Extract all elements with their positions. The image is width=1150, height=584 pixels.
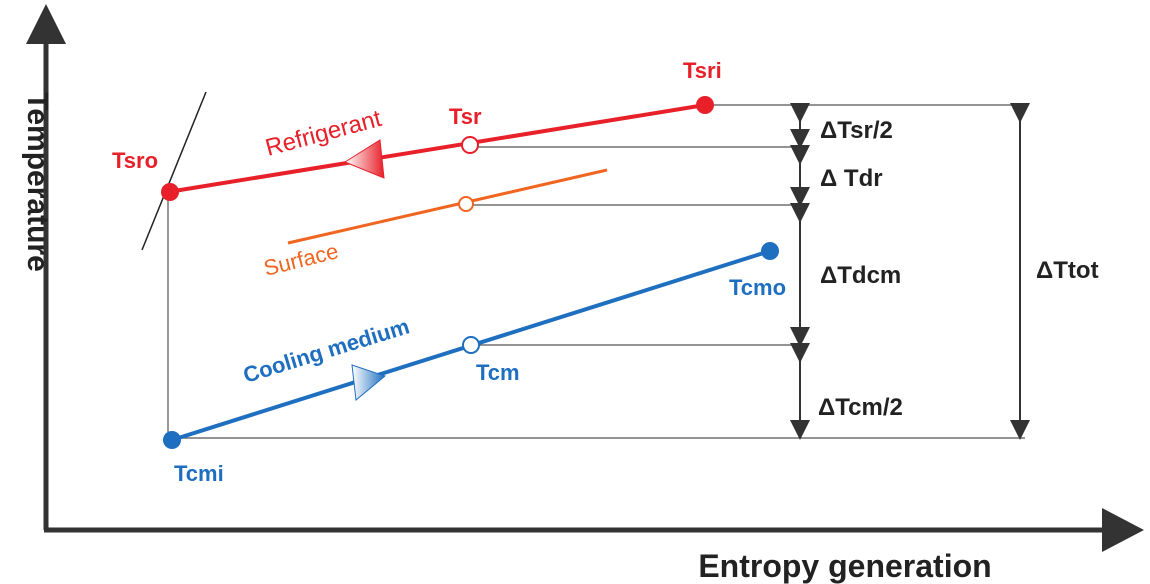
dtdcm-label: ΔTdcm (820, 262, 901, 289)
tcmo-label: Tcmo (729, 275, 786, 300)
y-axis-arrowhead (26, 4, 66, 44)
surface-curve (287, 168, 608, 245)
tcmi-label: Tcmi (174, 461, 224, 486)
dtdr-label: Δ Tdr (820, 165, 883, 192)
y-axis-label: Temperature (21, 92, 54, 272)
point-surface-marker (458, 196, 474, 212)
point-tcmi-marker (163, 431, 181, 449)
dttot-label: ΔTtot (1036, 257, 1099, 284)
surface-label: Surface (261, 238, 341, 281)
tcm-label: Tcm (476, 360, 520, 385)
axes (26, 4, 1144, 552)
x-axis-label: Entropy generation (698, 548, 991, 584)
surface-line (287, 168, 608, 245)
point-tsri-marker (696, 96, 714, 114)
dtsr-half-label: ΔTsr/2 (820, 117, 893, 144)
point-tsr-marker (461, 136, 479, 154)
tsro-tangent-line (141, 91, 207, 251)
point-tsro-marker (161, 183, 179, 201)
guide-lines (141, 91, 1025, 440)
cooling-direction-arrow (351, 364, 387, 401)
refrigerant-line (167, 103, 706, 194)
dtcm-half-label: ΔTcm/2 (818, 394, 903, 421)
cooling-medium-label: Cooling medium (240, 313, 412, 387)
refrigerant-direction-arrow (343, 139, 385, 179)
point-tcmo-marker (761, 242, 779, 260)
tsro-label: Tsro (112, 148, 158, 173)
tsr-label: Tsr (449, 104, 482, 129)
tsri-label: Tsri (683, 58, 722, 83)
point-tcm-marker (462, 336, 480, 354)
cooling-medium-curve (163, 242, 779, 449)
delta-dimension-arrows (790, 103, 1030, 440)
refrigerant-curve (161, 96, 714, 201)
x-axis-arrowhead (1102, 508, 1144, 552)
